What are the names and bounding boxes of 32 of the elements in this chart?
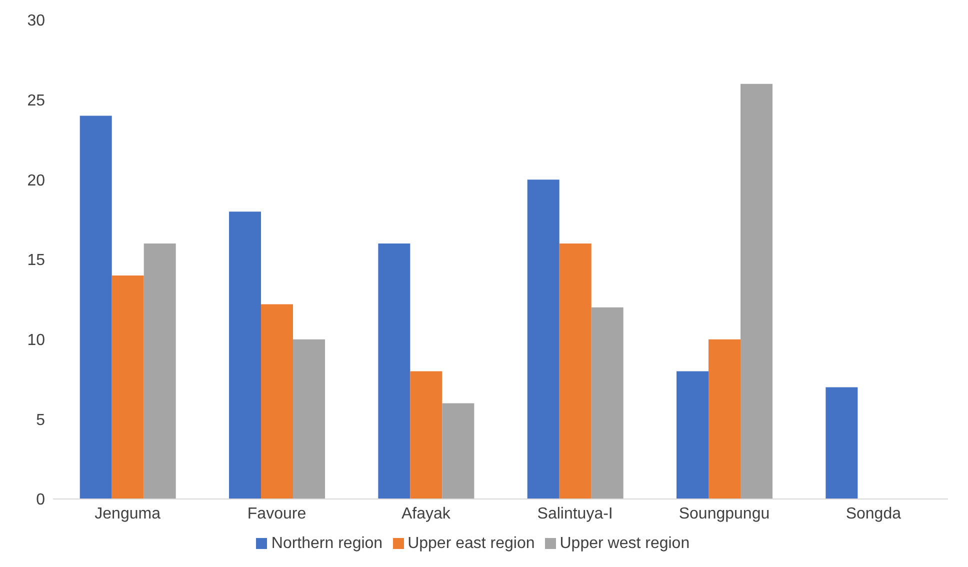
bar xyxy=(708,339,741,499)
y-tick-label: 15 xyxy=(27,252,46,270)
bar xyxy=(80,116,112,499)
bar xyxy=(410,371,442,499)
bar xyxy=(591,307,624,499)
bar xyxy=(144,244,176,499)
legend-label: Upper west region xyxy=(560,535,690,552)
bar xyxy=(559,244,592,499)
bar xyxy=(229,212,262,499)
bar xyxy=(676,371,709,499)
y-tick-label: 25 xyxy=(27,92,46,110)
bar xyxy=(740,84,773,499)
y-tick-label: 5 xyxy=(36,412,46,429)
bar xyxy=(261,304,294,499)
x-tick-label: Songda xyxy=(846,505,902,522)
y-tick-label: 0 xyxy=(36,492,46,509)
bar xyxy=(527,180,560,499)
bar xyxy=(442,403,474,499)
x-tick-label: Salintuya-I xyxy=(537,505,613,522)
x-tick-label: Jenguma xyxy=(94,505,161,522)
bar xyxy=(826,387,858,499)
y-tick-label: 10 xyxy=(27,332,46,350)
y-tick-label: 30 xyxy=(27,12,46,30)
bar xyxy=(378,244,410,499)
bar xyxy=(293,339,326,499)
y-tick-label: 20 xyxy=(27,172,46,190)
legend-label: Northern region xyxy=(271,535,383,552)
x-tick-label: Favoure xyxy=(247,505,306,522)
x-tick-label: Afayak xyxy=(401,505,452,522)
bar xyxy=(112,275,144,499)
legend-label: Upper east region xyxy=(408,535,535,552)
x-tick-label: Soungpungu xyxy=(678,505,770,522)
